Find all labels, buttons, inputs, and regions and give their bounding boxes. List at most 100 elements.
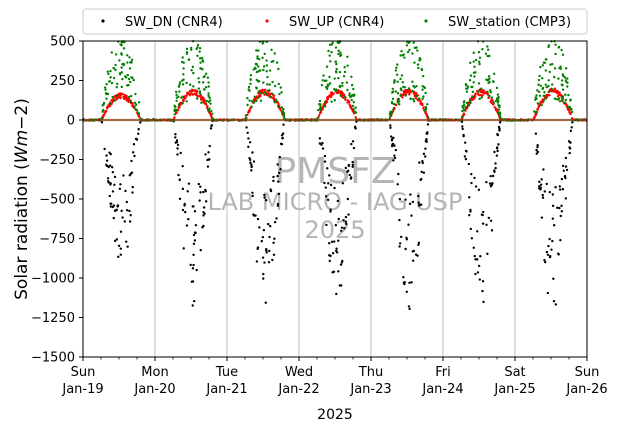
point — [461, 127, 464, 131]
point — [331, 252, 335, 255]
point — [262, 68, 265, 72]
point — [134, 92, 137, 96]
point — [260, 92, 263, 95]
point — [498, 114, 501, 118]
point — [535, 152, 538, 155]
point — [105, 159, 109, 162]
point — [175, 96, 178, 99]
point — [127, 95, 131, 99]
point — [400, 49, 403, 53]
point — [126, 54, 129, 57]
point — [351, 165, 354, 169]
point — [544, 58, 548, 61]
point — [209, 127, 213, 130]
point — [340, 226, 344, 229]
point — [106, 107, 109, 110]
point — [202, 97, 205, 101]
point — [208, 96, 211, 99]
point — [493, 169, 496, 172]
point — [397, 98, 400, 101]
point — [548, 70, 551, 74]
point — [398, 100, 401, 103]
point — [538, 184, 541, 188]
point — [394, 148, 398, 152]
point — [426, 103, 429, 106]
point — [398, 245, 401, 248]
point — [114, 53, 118, 56]
point — [540, 103, 543, 107]
point — [410, 214, 413, 217]
point — [344, 98, 347, 101]
point — [260, 239, 263, 243]
point — [556, 92, 559, 95]
point — [480, 87, 483, 90]
point — [480, 96, 484, 99]
point — [321, 79, 325, 82]
point — [207, 158, 210, 161]
point — [204, 72, 208, 76]
point — [543, 91, 546, 94]
point — [411, 250, 414, 253]
point — [350, 142, 353, 146]
point — [196, 43, 200, 47]
point — [137, 112, 141, 115]
point — [191, 280, 195, 283]
point — [278, 155, 282, 159]
point — [557, 253, 560, 256]
point — [418, 59, 421, 62]
point — [478, 56, 482, 60]
point — [407, 305, 411, 308]
point — [337, 270, 340, 273]
point — [478, 62, 481, 66]
point — [334, 60, 337, 63]
point — [537, 90, 541, 94]
point — [477, 90, 480, 93]
point — [389, 126, 392, 130]
point — [474, 185, 478, 188]
point — [194, 223, 198, 227]
point — [108, 102, 112, 105]
point — [106, 177, 110, 180]
point — [542, 168, 545, 171]
point — [334, 46, 338, 49]
point — [332, 270, 336, 273]
point — [192, 85, 195, 88]
point — [546, 93, 549, 97]
point — [261, 235, 265, 239]
point — [466, 85, 470, 88]
point — [264, 199, 268, 202]
point — [473, 75, 476, 78]
point — [533, 115, 536, 119]
point — [391, 87, 394, 90]
point — [543, 259, 546, 262]
point — [124, 76, 128, 79]
data-layer — [81, 39, 588, 311]
point — [276, 204, 280, 207]
x-tick-label-day-3: Wed — [285, 365, 313, 380]
point — [495, 86, 499, 90]
point — [192, 253, 195, 257]
point — [185, 50, 189, 54]
point — [326, 83, 330, 86]
point — [468, 213, 471, 217]
point — [348, 173, 351, 177]
point — [393, 144, 396, 147]
point — [175, 99, 178, 102]
point — [558, 100, 562, 103]
point — [351, 163, 354, 167]
point — [207, 92, 210, 95]
point — [539, 183, 543, 186]
point — [536, 107, 539, 111]
point — [108, 194, 111, 198]
point — [208, 107, 211, 110]
point — [319, 110, 322, 114]
point — [421, 160, 424, 163]
point — [262, 65, 266, 68]
point — [336, 91, 339, 95]
point — [262, 277, 265, 280]
point — [560, 79, 564, 82]
point — [539, 65, 542, 69]
point — [112, 204, 116, 207]
point — [199, 61, 202, 64]
point — [407, 87, 411, 90]
